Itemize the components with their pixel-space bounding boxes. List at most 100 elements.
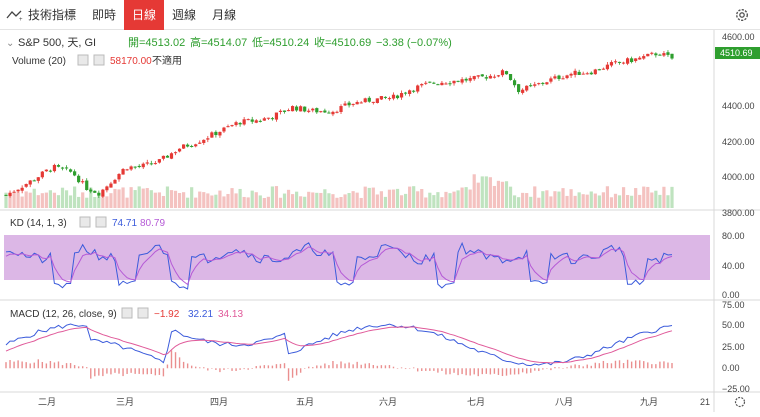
macd-hist-bar (437, 368, 439, 373)
macd-hist-bar (425, 368, 427, 371)
volume-bar (424, 197, 428, 208)
volume-bar (274, 186, 279, 208)
macd-hist-bar (316, 365, 318, 369)
macd-hist-bar (542, 368, 544, 370)
macd-hist-bar (308, 366, 310, 369)
macd-hist-bar (457, 368, 459, 376)
volume-bar (133, 190, 137, 208)
candle (12, 191, 16, 193)
macd-tick: 0.00 (722, 363, 740, 373)
candle (581, 73, 585, 75)
macd-hist-bar (639, 360, 641, 369)
macd-hist-bar (574, 364, 576, 369)
kd-label[interactable]: KD (14, 1, 3) (10, 218, 67, 229)
volume-bar (278, 197, 283, 208)
volume-bar (363, 186, 367, 208)
candle (537, 83, 541, 85)
macd-label[interactable]: MACD (12, 26, close, 9) (10, 309, 117, 320)
candle (541, 82, 545, 84)
price-tick: 3800.00 (722, 208, 755, 218)
candle (141, 163, 145, 168)
axis-settings-icon[interactable] (734, 396, 746, 408)
volume-bar (73, 186, 77, 208)
kd-tick: 0.00 (722, 290, 740, 300)
close-icon[interactable] (95, 216, 107, 228)
candle (553, 76, 557, 79)
macd-hist-bar (372, 365, 375, 369)
close-icon[interactable] (137, 307, 149, 319)
volume-bar (404, 193, 408, 208)
volume-bar (561, 188, 565, 208)
volume-bar (464, 187, 468, 208)
macd-hist-bar (546, 368, 548, 369)
macd-hist-bar (61, 365, 64, 369)
settings-icon[interactable] (121, 307, 133, 319)
macd-hist-bar (554, 367, 556, 369)
volume-bar (190, 187, 194, 208)
candle (137, 165, 141, 168)
month-tick: 五月 (296, 397, 314, 407)
macd-hist-bar (114, 368, 116, 373)
tab-weekly[interactable]: 週線 (172, 8, 197, 22)
volume-bar (52, 192, 57, 208)
settings-icon[interactable] (77, 54, 89, 66)
candle (444, 83, 448, 85)
candle (359, 102, 363, 104)
macd-hist-bar (485, 368, 488, 374)
volume-bar (311, 192, 315, 208)
candle (153, 163, 157, 165)
macd-hist-bar (110, 368, 112, 375)
collapse-icon[interactable]: ⌄ (6, 38, 14, 49)
volume-bar (250, 190, 254, 208)
volume-label[interactable]: Volume (20) (12, 56, 66, 67)
candle (133, 166, 137, 168)
symbol-label[interactable]: S&P 500, 天, GI (18, 37, 96, 49)
candle (597, 69, 601, 71)
main-legend: ⌄ S&P 500, 天, GI 開=4513.02 高=4514.07 低=4… (6, 35, 452, 49)
candle (379, 96, 383, 100)
chart-area[interactable]: ⌄ S&P 500, 天, GI 開=4513.02 高=4514.07 低=4… (0, 30, 760, 412)
candle (363, 98, 367, 103)
macd-hist-bar (360, 364, 362, 369)
volume-bar (331, 194, 335, 208)
gear-icon[interactable] (734, 7, 750, 23)
volume-bar (569, 189, 573, 208)
indicators-button[interactable]: + 技術指標 (0, 0, 84, 30)
candle (286, 110, 291, 112)
volume-bar (521, 192, 525, 208)
candle (234, 122, 238, 126)
kd-legend: KD (14, 1, 3) 74.71 80.79 (10, 216, 165, 229)
kd-axis: 80.00 40.00 0.00 (722, 231, 745, 300)
candle (593, 69, 597, 75)
macd-hist-bar (376, 365, 379, 369)
macd-line (5, 323, 673, 367)
macd-hist-bar (392, 366, 395, 369)
volume-bar (121, 187, 125, 208)
macd-hist-bar (324, 363, 326, 369)
macd-hist-bar (195, 366, 197, 369)
volume-bar (416, 191, 420, 208)
candle (129, 166, 133, 170)
macd-hist-bar (29, 363, 31, 369)
volume-bar (238, 188, 242, 208)
macd-hist-value: −1.92 (154, 309, 180, 320)
close-icon[interactable] (93, 54, 105, 66)
candle (408, 90, 412, 94)
price-tick: 4200.00 (722, 137, 755, 147)
macd-hist-bar (98, 368, 100, 376)
candle (573, 70, 577, 75)
volume-bar (428, 192, 432, 208)
volume-bar (28, 192, 32, 208)
volume-bar (391, 189, 396, 208)
candle (630, 58, 634, 63)
tab-monthly[interactable]: 月線 (212, 8, 237, 22)
candle (391, 94, 396, 99)
macd-hist-bar (17, 360, 19, 369)
volume-bar (16, 192, 20, 208)
volume-bar (93, 197, 97, 208)
volume-bar (149, 190, 153, 208)
volume-bar (448, 193, 452, 208)
settings-icon[interactable] (79, 216, 91, 228)
tab-daily[interactable]: 日線 (124, 0, 165, 30)
tab-realtime[interactable]: 即時 (92, 8, 117, 22)
